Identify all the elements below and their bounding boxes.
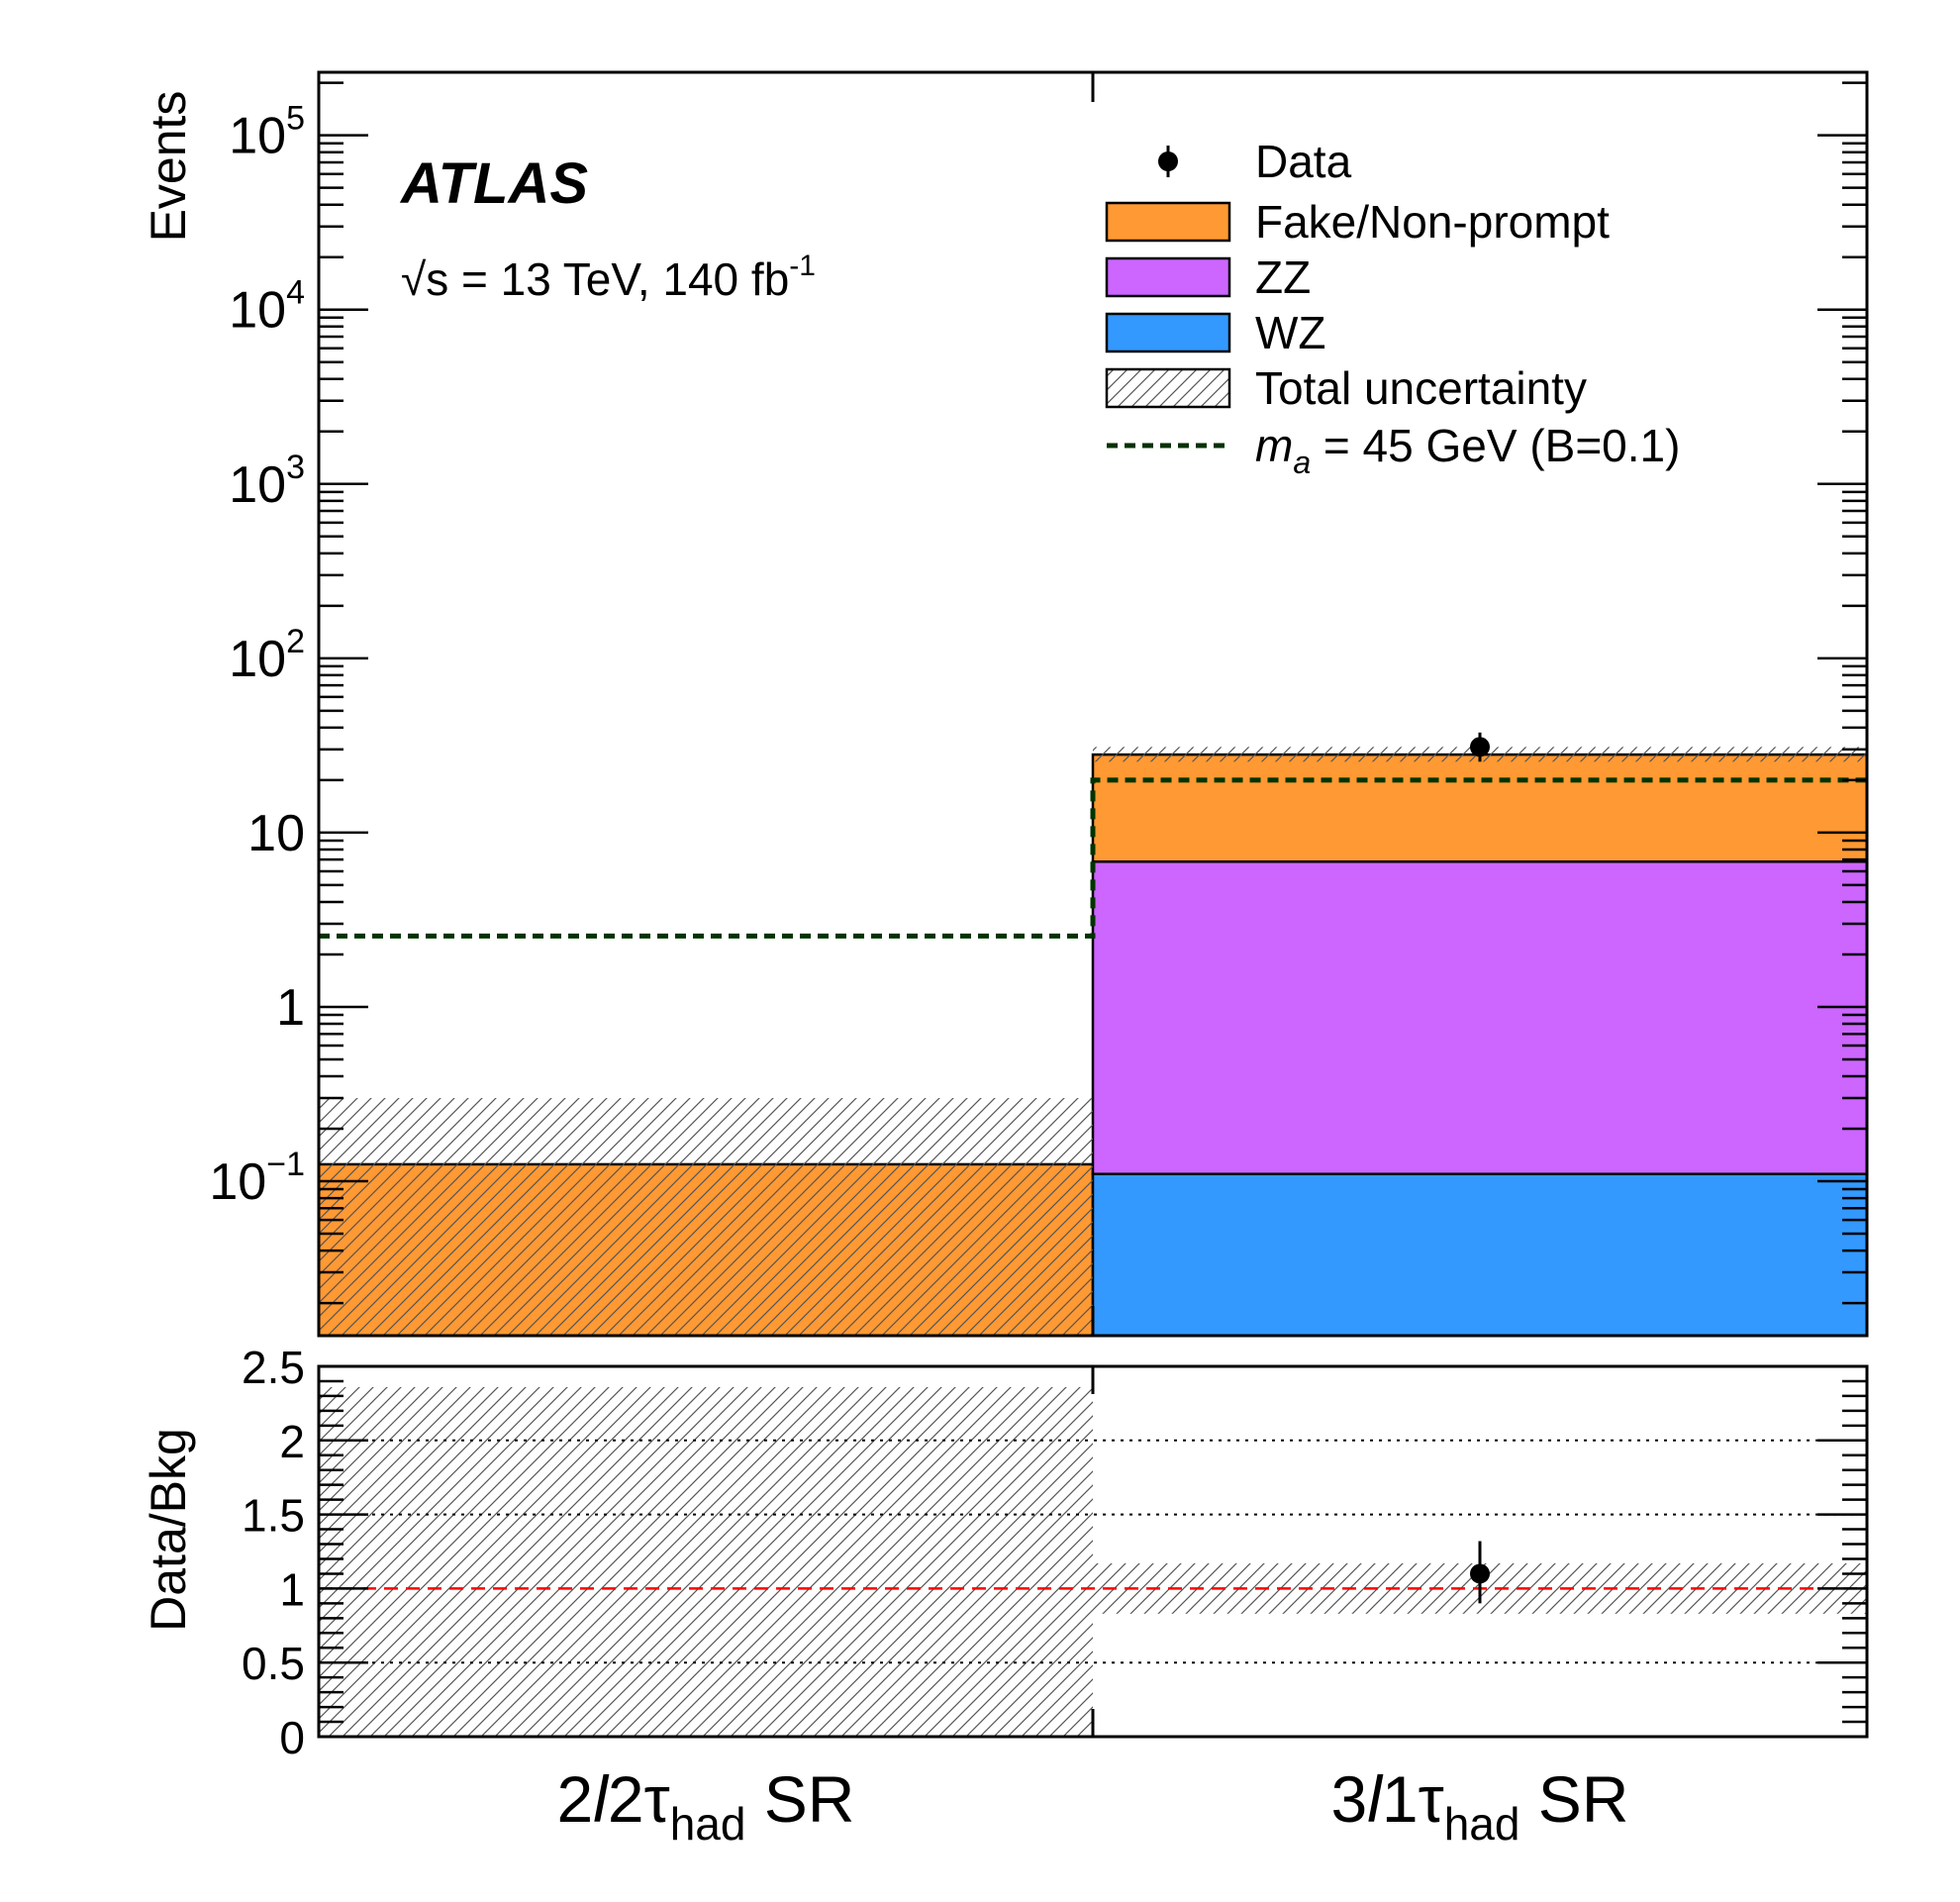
main-axes <box>317 70 1869 1338</box>
x-category-label: 3l1τhad SR <box>1331 1762 1629 1850</box>
y-tick-label-base: 1 <box>276 979 305 1037</box>
ratio-y-tick-label: 1.5 <box>242 1490 305 1542</box>
atlas-label: ATLAS <box>399 151 588 216</box>
legend-label: Fake/Non-prompt <box>1255 196 1610 248</box>
y-tick-label-base: 10 <box>247 805 305 862</box>
y-tick-label-exp: 3 <box>286 449 305 486</box>
legend-data-label: Data <box>1255 136 1352 187</box>
energy-lumi-text: √s = 13 TeV, 140 fb <box>401 253 789 305</box>
ratio-y-axis-label: Data/Bkg <box>141 1428 196 1632</box>
legend-entry-wz: WZ <box>1105 307 1326 358</box>
cat-tail: SR <box>745 1762 854 1836</box>
legend-entry-data: Data <box>1158 136 1352 187</box>
cat-main: 3 <box>1331 1762 1368 1836</box>
cat-ital: l <box>1367 1762 1384 1836</box>
x-category-labels: 2l2τhad SR 3l1τhad SR <box>557 1762 1629 1850</box>
y-tick-label-base: 10 <box>229 456 286 514</box>
x-category-label: 2l2τhad SR <box>557 1762 855 1850</box>
main-bars <box>319 732 1867 1336</box>
y-tick-label-exp: 5 <box>286 100 305 138</box>
legend-entry-signal: ma = 45 GeV (B=0.1) <box>1107 420 1680 480</box>
cat-mid: 1τ <box>1382 1762 1444 1836</box>
energy-lumi-label: √s = 13 TeV, 140 fb-1 <box>401 250 816 305</box>
y-tick-label-exp: 4 <box>286 274 305 312</box>
ratio-uncertainty-bin-0 <box>319 1386 1093 1737</box>
ratio-point-bin-1 <box>1470 1563 1490 1584</box>
ratio-y-tick-label: 2 <box>279 1416 305 1467</box>
cat-mid: 2τ <box>608 1762 670 1836</box>
data-point-bin-1 <box>1470 737 1490 757</box>
legend-swatch <box>1105 256 1231 298</box>
legend-label: Total uncertainty <box>1255 362 1587 414</box>
y-tick-label: 102 <box>229 623 305 688</box>
ratio-axes <box>317 1364 1869 1739</box>
legend-swatch <box>1105 201 1231 243</box>
legend-swatch <box>1105 312 1231 353</box>
cat-sub: had <box>670 1798 746 1850</box>
cat-tail: SR <box>1519 1762 1628 1836</box>
legend-signal-sub: a <box>1293 445 1311 480</box>
y-tick-label: 10 <box>247 805 305 862</box>
y-tick-label: 104 <box>229 274 305 340</box>
ratio-y-tick-label: 0.5 <box>242 1638 305 1689</box>
ratio-y-tick-label: 2.5 <box>242 1342 305 1393</box>
main-y-axis-label: Events <box>141 91 196 243</box>
legend-swatch-hatch <box>1105 367 1231 409</box>
y-tick-label: 105 <box>229 100 305 165</box>
legend-label: WZ <box>1255 307 1326 358</box>
bar-wz-bin-1 <box>1091 1172 1867 1336</box>
cat-sub: had <box>1444 1798 1520 1850</box>
y-tick-label-base: 10 <box>229 108 286 165</box>
legend-signal-rest: = 45 GeV (B=0.1) <box>1311 420 1680 471</box>
legend-entry-fake-non-prompt: Fake/Non-prompt <box>1105 196 1610 248</box>
bar-fake-non-prompt-bin-1 <box>1091 752 1867 863</box>
y-tick-label-exp: −1 <box>266 1146 305 1183</box>
y-tick-label-base: 10 <box>229 282 286 340</box>
ratio-content <box>319 1386 1867 1737</box>
ratio-y-tick-labels: 0 0.5 1 1.5 2 2.5 <box>242 1342 305 1763</box>
legend-entry-total-uncertainty: Total uncertainty <box>1105 362 1587 414</box>
ratio-y-tick-label: 0 <box>279 1712 305 1763</box>
ratio-panel: 0 0.5 1 1.5 2 2.5 Data/Bkg <box>141 1342 1869 1763</box>
y-tick-label: 103 <box>229 449 305 514</box>
legend-signal-m: m <box>1255 420 1293 471</box>
energy-lumi-sup: -1 <box>789 250 816 282</box>
y-tick-label-exp: 2 <box>286 623 305 660</box>
bar-zz-bin-1 <box>1091 860 1867 1175</box>
ratio-y-tick-label: 1 <box>279 1563 305 1615</box>
y-tick-label: 10−1 <box>209 1146 305 1211</box>
legend-entry-zz: ZZ <box>1105 251 1311 303</box>
legend-label: ZZ <box>1255 251 1311 303</box>
legend-data-marker <box>1158 151 1178 171</box>
cat-ital: l <box>593 1762 610 1836</box>
legend-label: ma = 45 GeV (B=0.1) <box>1255 420 1680 480</box>
uncertainty-band-bin-0 <box>319 1098 1093 1336</box>
y-tick-label-base: 10 <box>229 631 286 688</box>
y-tick-label: 1 <box>276 979 305 1037</box>
y-tick-label-base: 10 <box>209 1153 266 1211</box>
cat-main: 2 <box>557 1762 594 1836</box>
